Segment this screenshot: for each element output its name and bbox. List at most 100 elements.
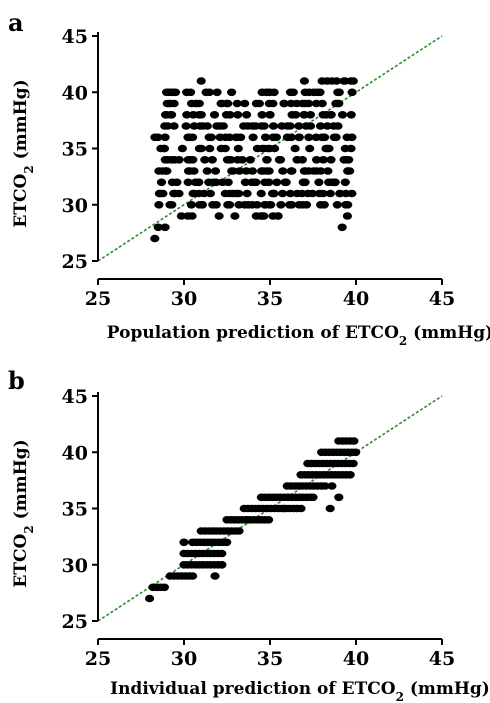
chart-a: 25 30 35 40 45 25 30 35 40 45 Population predictio… xyxy=(11,26,490,348)
x-tick-label: 25 xyxy=(85,288,111,310)
data-point xyxy=(209,111,220,119)
data-point xyxy=(188,572,198,580)
data-point xyxy=(186,201,196,209)
data-point xyxy=(347,133,357,142)
y-tick-label: 35 xyxy=(62,139,88,161)
data-point xyxy=(264,516,274,524)
data-point xyxy=(167,201,177,209)
data-point xyxy=(300,178,310,187)
data-point xyxy=(344,156,354,164)
data-point xyxy=(242,111,252,119)
data-point xyxy=(351,448,361,457)
data-point xyxy=(215,122,225,130)
x-tick-label: 25 xyxy=(85,648,111,670)
data-point xyxy=(339,77,349,85)
data-point xyxy=(174,156,184,164)
data-point xyxy=(234,527,244,535)
data-point xyxy=(318,156,328,164)
data-point xyxy=(285,201,295,209)
data-point xyxy=(317,133,327,142)
data-point xyxy=(345,471,355,479)
panel-b-letter: b xyxy=(8,366,25,395)
data-point xyxy=(332,201,342,209)
data-point xyxy=(156,178,167,187)
data-point xyxy=(206,133,216,142)
data-point xyxy=(248,133,258,142)
data-point xyxy=(343,167,353,175)
data-point xyxy=(240,178,250,187)
data-point xyxy=(290,144,300,153)
data-point xyxy=(308,493,318,502)
data-point xyxy=(331,133,341,142)
data-point xyxy=(242,189,252,198)
data-point xyxy=(322,122,332,130)
data-point xyxy=(327,482,337,490)
data-point xyxy=(159,583,169,592)
data-point xyxy=(194,178,204,187)
data-point xyxy=(161,167,171,175)
data-point xyxy=(326,111,336,119)
data-point xyxy=(191,99,201,108)
data-point xyxy=(341,201,351,209)
data-point xyxy=(196,111,206,119)
data-point xyxy=(260,133,271,142)
data-point xyxy=(311,167,322,175)
data-point xyxy=(179,538,189,547)
data-point xyxy=(196,77,206,85)
data-point xyxy=(307,189,318,198)
data-point xyxy=(188,111,198,119)
data-point xyxy=(227,167,237,175)
data-point xyxy=(257,212,267,220)
data-point xyxy=(305,144,315,153)
data-point xyxy=(317,77,327,85)
x-tick-label: 40 xyxy=(343,648,369,670)
data-point xyxy=(217,178,228,187)
data-point xyxy=(189,167,199,175)
x-tick-label: 35 xyxy=(257,648,283,670)
data-point xyxy=(296,504,306,513)
data-point xyxy=(221,111,232,119)
data-point xyxy=(183,212,193,220)
data-point xyxy=(243,201,253,209)
data-point xyxy=(288,88,298,97)
data-point xyxy=(299,77,309,85)
data-point xyxy=(299,167,309,175)
y-tick-label: 40 xyxy=(62,82,88,104)
data-point xyxy=(247,167,257,175)
data-point xyxy=(337,111,348,119)
data-point xyxy=(268,122,279,130)
data-point xyxy=(279,99,289,108)
data-point xyxy=(214,212,224,220)
data-point xyxy=(330,178,340,187)
data-point xyxy=(299,111,309,119)
data-point xyxy=(220,144,230,153)
data-point xyxy=(205,144,215,153)
data-point xyxy=(327,77,337,85)
x-axis-title: Individual prediction of ETCO2 (mmHg) xyxy=(110,679,490,703)
y-axis-title: ETCO2 (mmHg) xyxy=(11,79,36,227)
data-point xyxy=(183,178,193,187)
x-tick-label: 40 xyxy=(343,288,369,310)
data-point xyxy=(239,122,249,130)
data-point xyxy=(271,133,281,142)
data-point xyxy=(232,99,242,108)
data-point xyxy=(294,201,304,209)
data-point xyxy=(349,437,359,445)
data-point xyxy=(348,77,358,85)
data-point xyxy=(182,88,192,97)
data-point xyxy=(217,549,227,558)
y-tick-label: 30 xyxy=(62,555,88,577)
data-point xyxy=(225,201,235,209)
data-point xyxy=(273,212,283,220)
data-point xyxy=(161,111,172,119)
data-point xyxy=(155,189,165,198)
x-tick-label: 35 xyxy=(257,288,283,310)
data-point xyxy=(286,99,296,108)
y-axis-title: ETCO2 (mmHg) xyxy=(11,439,36,587)
data-point xyxy=(340,144,350,153)
data-point xyxy=(194,144,204,153)
data-point xyxy=(245,156,255,164)
data-point xyxy=(323,167,333,175)
data-point xyxy=(265,111,275,119)
